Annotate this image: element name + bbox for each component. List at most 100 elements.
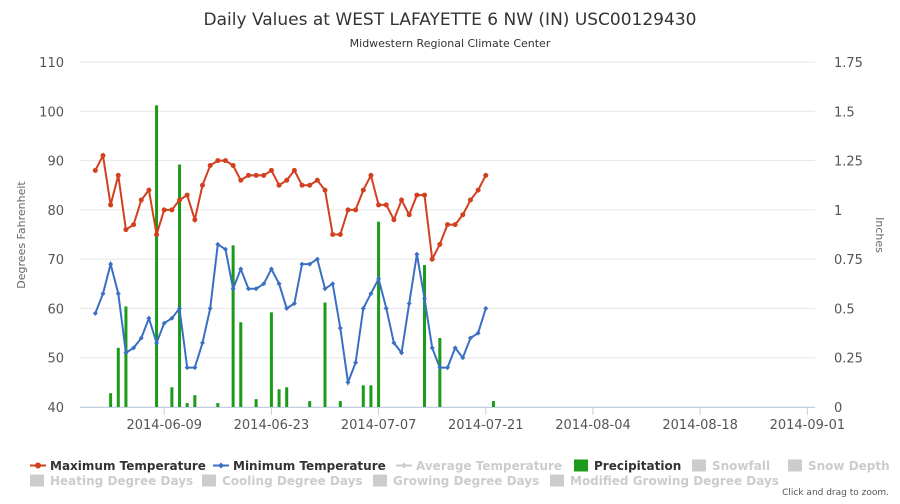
minimum-temperature-point[interactable] xyxy=(452,345,458,351)
maximum-temperature-point[interactable] xyxy=(276,182,282,188)
minimum-temperature-point[interactable] xyxy=(146,315,152,321)
maximum-temperature-point[interactable] xyxy=(230,163,236,168)
minimum-temperature-point[interactable] xyxy=(184,365,190,371)
minimum-temperature-point[interactable] xyxy=(391,340,397,346)
precipitation-bar[interactable] xyxy=(438,338,442,407)
precipitation-bar[interactable] xyxy=(254,399,258,407)
maximum-temperature-point[interactable] xyxy=(131,222,137,228)
precipitation-bar[interactable] xyxy=(231,245,235,407)
precipitation-bar[interactable] xyxy=(323,302,327,407)
maximum-temperature-point[interactable] xyxy=(422,192,428,198)
maximum-temperature-point[interactable] xyxy=(245,172,251,178)
maximum-temperature-point[interactable] xyxy=(268,167,274,173)
maximum-temperature-point[interactable] xyxy=(161,207,167,213)
maximum-temperature-point[interactable] xyxy=(222,158,228,164)
minimum-temperature-point[interactable] xyxy=(322,286,328,292)
maximum-temperature-point[interactable] xyxy=(360,187,366,193)
minimum-temperature-point[interactable] xyxy=(299,261,305,267)
minimum-temperature-point[interactable] xyxy=(108,261,114,267)
maximum-temperature-point[interactable] xyxy=(108,202,114,208)
maximum-temperature-point[interactable] xyxy=(184,192,190,198)
legend-item-snowfall[interactable]: Snowfall xyxy=(692,459,770,473)
legend-item-minimum-temperature[interactable]: Minimum Temperature xyxy=(213,459,386,473)
precipitation-bar[interactable] xyxy=(178,164,182,407)
maximum-temperature-point[interactable] xyxy=(115,172,121,178)
minimum-temperature-line[interactable] xyxy=(94,242,487,387)
maximum-temperature-point[interactable] xyxy=(238,177,244,183)
precipitation-bar[interactable] xyxy=(155,105,159,407)
maximum-temperature-point[interactable] xyxy=(467,197,473,203)
minimum-temperature-point[interactable] xyxy=(92,310,98,316)
minimum-temperature-point[interactable] xyxy=(100,291,106,297)
maximum-temperature-point[interactable] xyxy=(314,177,320,183)
maximum-temperature-point[interactable] xyxy=(138,197,144,203)
minimum-temperature-point[interactable] xyxy=(169,315,175,321)
minimum-temperature-point[interactable] xyxy=(399,350,405,356)
precipitation-bar[interactable] xyxy=(193,395,197,407)
minimum-temperature-point[interactable] xyxy=(238,266,244,272)
minimum-temperature-point[interactable] xyxy=(161,320,167,326)
temperature-lines[interactable] xyxy=(92,152,489,387)
minimum-temperature-point[interactable] xyxy=(467,335,473,341)
minimum-temperature-point[interactable] xyxy=(314,256,320,262)
minimum-temperature-point[interactable] xyxy=(276,281,282,287)
maximum-temperature-point[interactable] xyxy=(437,241,443,247)
maximum-temperature-point[interactable] xyxy=(169,207,175,213)
precipitation-bar[interactable] xyxy=(277,389,281,407)
minimum-temperature-point[interactable] xyxy=(131,345,137,351)
maximum-temperature-point[interactable] xyxy=(330,232,336,237)
minimum-temperature-point[interactable] xyxy=(422,296,428,302)
maximum-temperature-point[interactable] xyxy=(299,182,305,188)
minimum-temperature-point[interactable] xyxy=(215,241,221,247)
maximum-temperature-point[interactable] xyxy=(261,172,267,178)
legend-item-precipitation[interactable]: Precipitation xyxy=(574,459,681,473)
legend-item-snow-depth[interactable]: Snow Depth xyxy=(788,459,890,473)
minimum-temperature-point[interactable] xyxy=(460,355,466,361)
minimum-temperature-point[interactable] xyxy=(284,305,290,311)
precipitation-bar[interactable] xyxy=(285,387,289,407)
precipitation-bar[interactable] xyxy=(216,403,220,407)
minimum-temperature-point[interactable] xyxy=(253,286,259,292)
precipitation-bar[interactable] xyxy=(124,306,128,407)
precipitation-bar[interactable] xyxy=(116,347,120,407)
minimum-temperature-point[interactable] xyxy=(307,261,313,267)
legend-item-modified-growing-degree-days[interactable]: Modified Growing Degree Days xyxy=(550,474,779,488)
maximum-temperature-point[interactable] xyxy=(475,187,481,193)
maximum-temperature-point[interactable] xyxy=(100,153,106,159)
precipitation-bar[interactable] xyxy=(239,322,243,407)
maximum-temperature-point[interactable] xyxy=(383,202,389,208)
precipitation-bar[interactable] xyxy=(185,403,189,407)
precipitation-bar[interactable] xyxy=(338,401,342,407)
maximum-temperature-point[interactable] xyxy=(368,172,374,178)
maximum-temperature-point[interactable] xyxy=(291,167,297,173)
maximum-temperature-point[interactable] xyxy=(406,212,412,218)
minimum-temperature-point[interactable] xyxy=(360,305,366,311)
minimum-temperature-point[interactable] xyxy=(230,286,236,292)
maximum-temperature-point[interactable] xyxy=(307,182,313,188)
precipitation-bar[interactable] xyxy=(377,221,381,407)
maximum-temperature-point[interactable] xyxy=(345,207,351,213)
minimum-temperature-point[interactable] xyxy=(368,291,374,297)
minimum-temperature-point[interactable] xyxy=(207,305,213,311)
minimum-temperature-point[interactable] xyxy=(383,305,389,311)
precipitation-bar[interactable] xyxy=(491,401,495,407)
minimum-temperature-point[interactable] xyxy=(337,325,343,331)
maximum-temperature-point[interactable] xyxy=(92,167,98,173)
precipitation-bar[interactable] xyxy=(423,265,427,407)
legend-item-cooling-degree-days[interactable]: Cooling Degree Days xyxy=(202,474,363,488)
minimum-temperature-point[interactable] xyxy=(115,291,121,297)
precipitation-bar[interactable] xyxy=(269,312,273,407)
maximum-temperature-point[interactable] xyxy=(452,222,458,228)
maximum-temperature-point[interactable] xyxy=(215,158,221,164)
precipitation-bar[interactable] xyxy=(109,393,113,407)
minimum-temperature-point[interactable] xyxy=(177,305,183,311)
legend-item-growing-degree-days[interactable]: Growing Degree Days xyxy=(373,474,539,488)
minimum-temperature-point[interactable] xyxy=(414,251,420,257)
legend-item-maximum-temperature[interactable]: Maximum Temperature xyxy=(30,459,206,473)
minimum-temperature-point[interactable] xyxy=(138,335,144,341)
legend-item-average-temperature[interactable]: Average Temperature xyxy=(396,459,562,473)
minimum-temperature-point[interactable] xyxy=(437,365,443,371)
legend-item-heating-degree-days[interactable]: Heating Degree Days xyxy=(30,474,193,488)
legend[interactable]: Maximum Temperature Minimum Temperature Av… xyxy=(30,459,890,488)
